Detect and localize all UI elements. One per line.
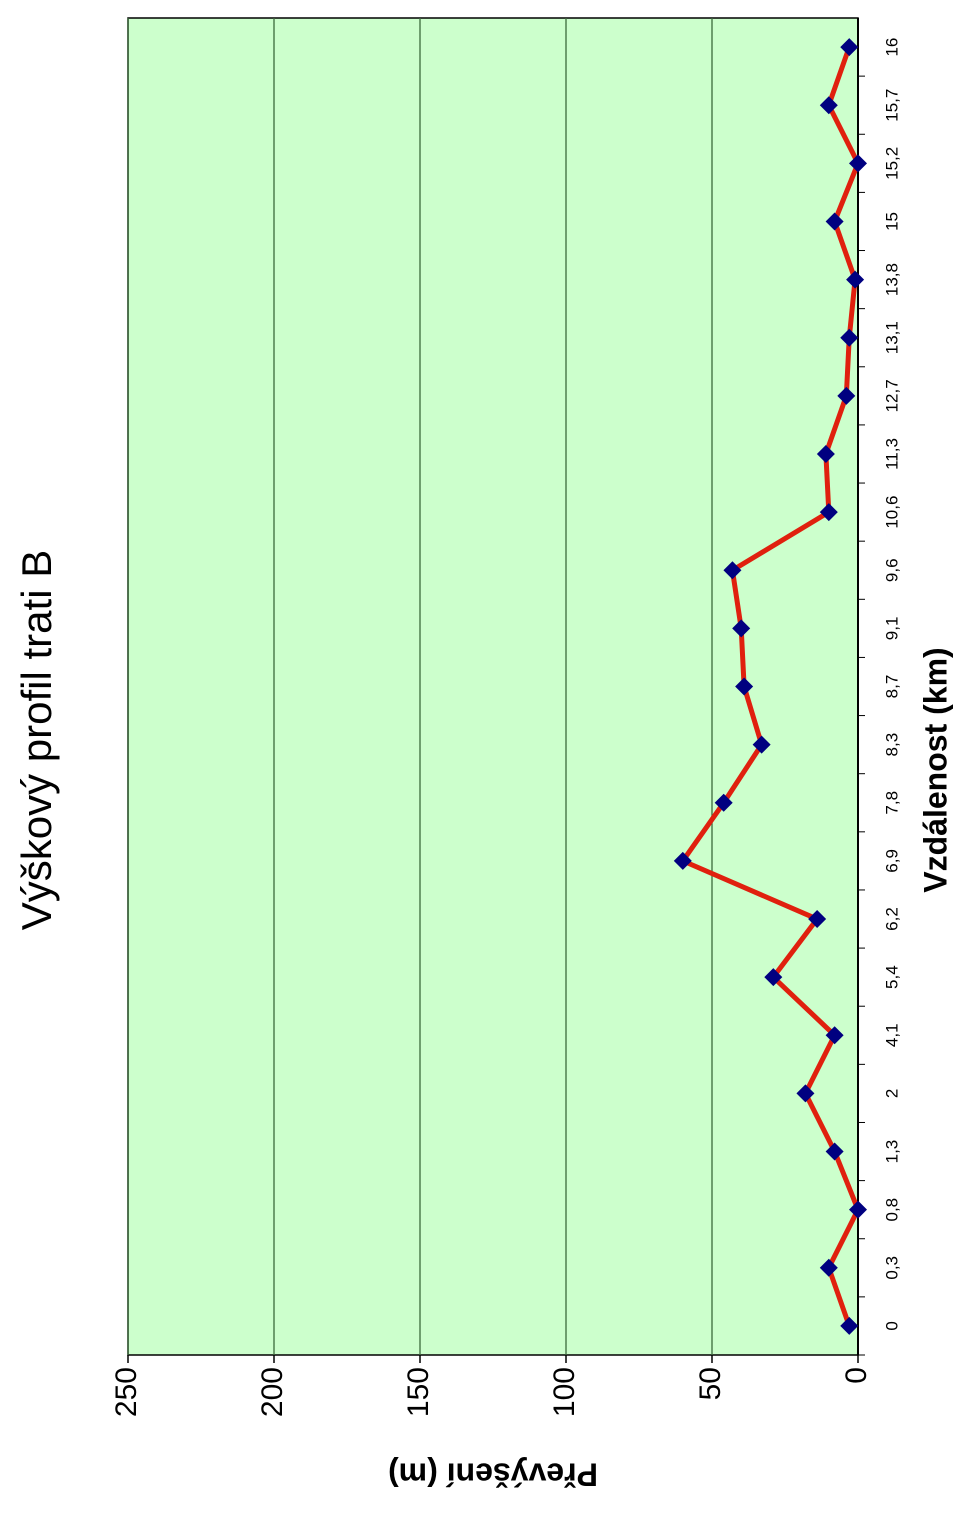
x-tick-label: 8,7	[882, 675, 901, 699]
x-tick-label: 0,8	[882, 1198, 901, 1222]
y-tick-label: 250	[110, 1367, 143, 1417]
y-axis-label: Převýšení (m)	[388, 1457, 598, 1493]
data-marker	[819, 96, 838, 115]
data-marker	[735, 677, 754, 696]
rotated-chart: Výškový profil trati B Vzdálenost (km) P…	[13, 17, 953, 1493]
x-tick-label: 15,2	[882, 147, 901, 180]
data-marker	[732, 619, 751, 638]
x-tick-label: 12,7	[882, 379, 901, 412]
x-tick-label: 5,4	[882, 965, 901, 989]
x-tick-label: 6,2	[882, 907, 901, 931]
data-marker	[714, 793, 733, 812]
x-tick-label: 0	[882, 1321, 901, 1330]
x-tick-label: 2	[882, 1089, 901, 1098]
chart-title: Výškový profil trati B	[13, 550, 60, 930]
x-tick-label: 9,1	[882, 617, 901, 641]
x-tick-label: 0,3	[882, 1256, 901, 1280]
x-tick-label: 15,7	[882, 89, 901, 122]
x-tick-label: 9,6	[882, 558, 901, 582]
x-tick-label: 13,1	[882, 321, 901, 354]
x-tick-label: 11,3	[882, 438, 901, 470]
x-tick-label: 6,9	[882, 849, 901, 873]
x-tick-label: 16	[882, 38, 901, 57]
data-marker	[808, 910, 827, 929]
x-tick-label: 4,1	[882, 1023, 901, 1047]
y-tick-label: 100	[548, 1367, 581, 1417]
data-marker	[849, 154, 867, 173]
data-marker	[819, 503, 838, 522]
y-tick-label: 200	[256, 1367, 289, 1417]
y-tick-label: 0	[840, 1367, 873, 1384]
x-tick-label: 10,6	[882, 496, 901, 529]
data-marker	[840, 328, 859, 347]
x-axis-label: Vzdálenost (km)	[917, 647, 953, 892]
data-marker	[840, 38, 859, 57]
y-tick-label: 50	[694, 1367, 727, 1400]
data-marker	[673, 851, 692, 870]
x-tick-label: 1,3	[882, 1140, 901, 1164]
data-marker	[825, 212, 844, 231]
x-tick-label: 7,8	[882, 791, 901, 815]
data-marker	[846, 270, 865, 289]
data-marker	[752, 735, 771, 754]
x-tick-label: 15	[882, 212, 901, 231]
y-tick-label: 150	[402, 1367, 435, 1417]
data-marker	[816, 444, 835, 463]
x-tick-label: 8,3	[882, 733, 901, 757]
x-tick-label: 13,8	[882, 263, 901, 296]
data-marker	[723, 561, 742, 580]
data-marker	[764, 968, 783, 987]
data-marker	[837, 386, 856, 405]
